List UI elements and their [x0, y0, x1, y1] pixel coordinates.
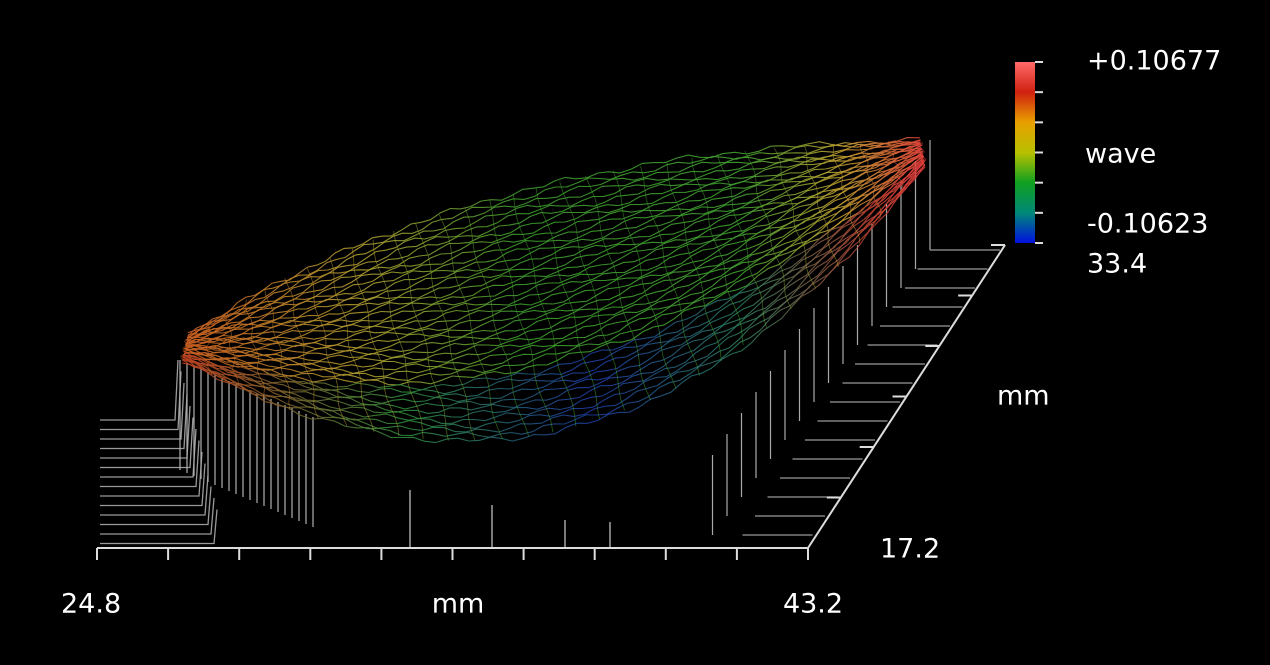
surface-line	[859, 142, 882, 219]
surface-line	[184, 154, 924, 365]
floor-line	[100, 486, 212, 526]
x-axis-label: mm	[432, 589, 485, 620]
colorbar-tick-label: +0.10677	[1087, 46, 1221, 77]
surface-decoration	[100, 137, 1000, 548]
y-tick-label: 33.4	[1087, 249, 1147, 280]
floor-line	[100, 440, 200, 488]
surface-line	[182, 159, 925, 410]
floor-line	[100, 474, 209, 516]
x-tick-label: 24.8	[61, 589, 121, 620]
surface-line	[180, 334, 190, 361]
floor-line	[100, 497, 215, 535]
surface-line	[183, 159, 924, 378]
colorbar	[1015, 62, 1035, 243]
surface-line	[717, 154, 767, 328]
surface-line	[264, 288, 291, 410]
surface-line	[585, 175, 652, 401]
surface-line	[691, 157, 744, 346]
surface-line	[187, 140, 921, 337]
y-tick-label: 17.2	[880, 534, 940, 565]
surface-line	[804, 145, 839, 267]
floor-line	[100, 394, 188, 450]
surface-line	[612, 170, 677, 389]
surface-line	[184, 150, 924, 362]
surface-line	[512, 193, 577, 427]
surface-line	[182, 159, 925, 424]
surface-line	[372, 239, 424, 440]
surface-line	[186, 143, 922, 339]
surface-line	[185, 151, 923, 350]
surface-line	[393, 231, 449, 441]
floor-line	[100, 382, 185, 440]
surface-line	[306, 267, 348, 426]
surface-line	[185, 148, 923, 350]
surface-line	[329, 258, 375, 432]
surface-line	[888, 140, 904, 193]
surface-line	[187, 141, 921, 339]
surface-line	[184, 151, 923, 354]
floor-line	[100, 371, 182, 431]
floor-line	[100, 463, 206, 507]
surface-line	[917, 139, 927, 166]
y-axis-label: mm	[997, 381, 1050, 412]
surface-line	[186, 144, 922, 344]
floor-line	[100, 428, 197, 478]
surface-line	[182, 160, 925, 420]
surface-line	[832, 143, 860, 244]
x-tick-label: 43.2	[783, 589, 843, 620]
surface-line	[186, 147, 922, 345]
surface-line	[744, 150, 792, 309]
surface-line	[439, 214, 503, 440]
surface-line	[774, 148, 817, 289]
surface-line	[489, 200, 554, 433]
surface-line	[666, 161, 722, 362]
surface-line	[225, 310, 239, 388]
colorbar-tick-label: -0.10623	[1087, 209, 1208, 240]
surface-line	[535, 187, 600, 420]
floor-line	[100, 509, 218, 545]
floor-line	[100, 405, 191, 459]
floor-line	[100, 359, 179, 421]
surface-line	[351, 248, 400, 437]
surface-line	[187, 137, 921, 336]
axes: 24.8 43.2 mm 17.2 33.4 mm -0.10623 +0.10677 wave	[61, 46, 1221, 620]
surface-line	[185, 144, 922, 344]
surface-line	[187, 139, 921, 339]
surface-line	[284, 278, 319, 419]
surface-line	[245, 299, 265, 400]
surface-line	[205, 322, 212, 375]
surface-line	[183, 158, 925, 391]
surface-line	[559, 181, 625, 411]
surface-line	[184, 155, 924, 370]
surface-line	[181, 166, 926, 444]
colorbar-label: wave	[1085, 139, 1156, 170]
surface-line	[464, 207, 530, 437]
floor-line	[100, 417, 194, 469]
surface-line	[640, 165, 700, 376]
surface-line	[415, 222, 476, 441]
surface-line	[185, 148, 923, 349]
surface-line	[183, 155, 924, 386]
